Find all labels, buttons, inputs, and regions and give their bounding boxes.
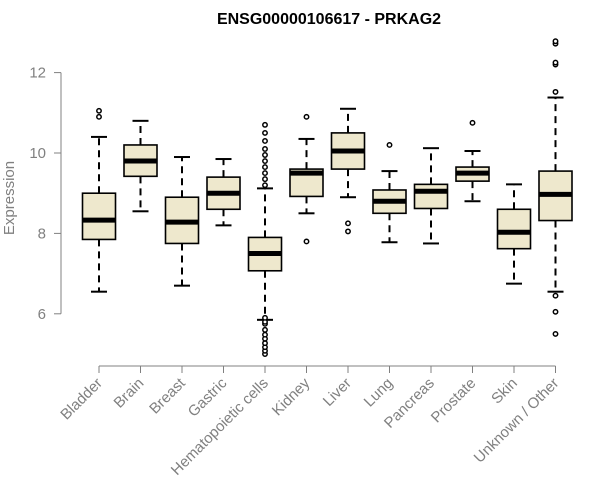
box-group [372, 142, 407, 244]
outlier-point [345, 228, 351, 235]
y-tick-label: 12 [29, 65, 46, 82]
y-axis-label: Expression [1, 161, 18, 235]
outlier-point [262, 176, 268, 183]
y-tick-label: 6 [38, 306, 46, 323]
box-group [413, 147, 449, 245]
plot-area [81, 38, 573, 357]
outlier-point [262, 170, 268, 177]
x-tick-label: Liver [320, 375, 355, 410]
outlier-point [262, 129, 268, 136]
y-axis: 6 8 10 12 [29, 65, 62, 323]
box-group [496, 183, 532, 285]
outlier-point [552, 308, 559, 315]
box-group [455, 119, 490, 203]
outlier-point [552, 292, 559, 299]
outlier-point [303, 113, 310, 120]
outlier-point [552, 59, 559, 66]
box-iqr [496, 208, 532, 250]
outlier-point [262, 152, 268, 158]
outlier-point [262, 182, 268, 189]
outlier-point [96, 113, 102, 120]
outlier-point [345, 220, 351, 227]
box-iqr [413, 183, 449, 210]
outlier-point [552, 88, 559, 95]
outlier-point [262, 158, 268, 164]
outlier-point [469, 119, 476, 126]
box-group [164, 156, 200, 287]
box-group [206, 158, 241, 227]
outlier-point [262, 137, 268, 144]
x-tick-label: Lung [361, 375, 397, 411]
outlier-point [552, 38, 559, 45]
x-tick-label: Prostate [428, 375, 480, 427]
y-tick-label: 8 [38, 225, 46, 242]
box-iqr [81, 192, 117, 241]
outlier-point [262, 314, 268, 321]
chart-title: ENSG00000106617 - PRKAG2 [217, 11, 441, 28]
box-group [538, 38, 573, 337]
outlier-point [262, 121, 268, 128]
outlier-point [262, 331, 268, 338]
outlier-point [386, 142, 393, 148]
box-group [123, 119, 158, 213]
x-tick-label: Kidney [269, 374, 314, 419]
y-tick-label: 10 [29, 145, 46, 162]
x-tick-label: Bladder [57, 375, 106, 424]
outlier-point [262, 326, 268, 333]
box-group [81, 107, 117, 293]
x-tick-label: Skin [488, 375, 521, 408]
x-tick-label: Breast [146, 374, 189, 417]
box-group [289, 113, 324, 245]
outlier-point [96, 107, 102, 114]
outlier-point [303, 238, 310, 245]
box-group [330, 107, 366, 235]
box-group [247, 121, 283, 357]
outlier-point [262, 146, 268, 152]
x-tick-label: Brain [111, 375, 148, 412]
outlier-point [262, 164, 268, 171]
outlier-point [552, 330, 559, 337]
